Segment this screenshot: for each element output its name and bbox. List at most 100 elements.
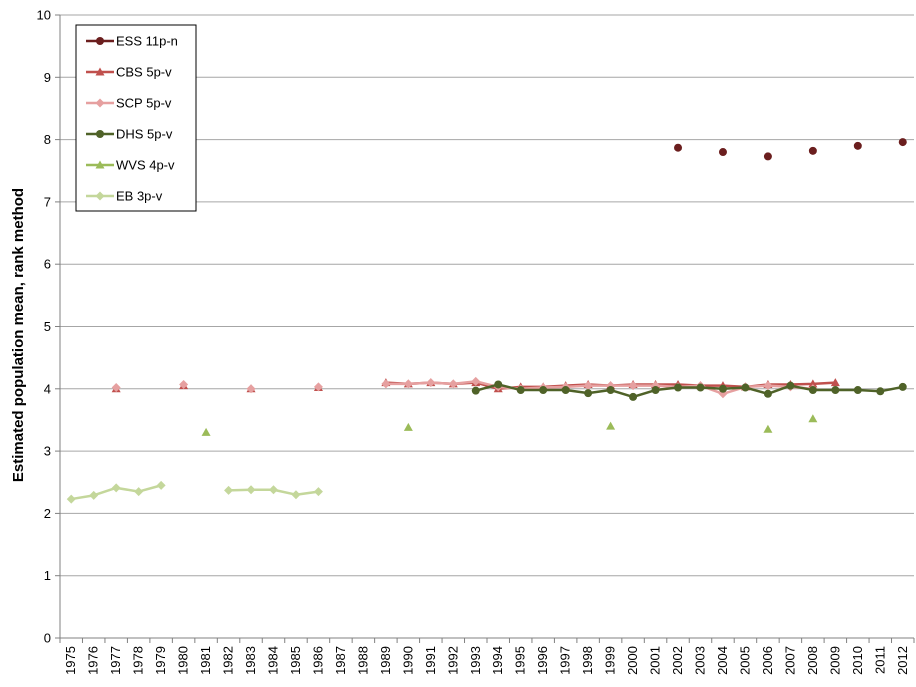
data-point xyxy=(448,379,458,389)
data-point xyxy=(471,376,481,386)
y-tick-label: 8 xyxy=(44,132,51,147)
data-point xyxy=(426,378,436,388)
x-tick-label: 1980 xyxy=(176,646,191,675)
data-point xyxy=(808,379,818,388)
legend-label: EB 3p-v xyxy=(116,189,163,204)
x-tick-label: 1983 xyxy=(243,646,258,675)
data-point xyxy=(763,381,773,391)
gridlines xyxy=(60,14,914,577)
data-point xyxy=(313,382,323,392)
y-tick-label: 2 xyxy=(44,506,51,521)
x-tick-label: 2010 xyxy=(850,646,865,675)
legend: ESS 11p-n CBS 5p-v SCP 5p-v DHS 5p-v WVS 4p-… xyxy=(75,24,197,212)
y-tick-label: 10 xyxy=(37,8,51,23)
data-point xyxy=(853,141,862,150)
series-layer xyxy=(66,138,907,504)
x-tick-label: 1985 xyxy=(288,646,303,675)
data-point xyxy=(763,389,772,398)
data-point xyxy=(898,382,907,391)
data-point xyxy=(718,148,727,157)
data-point xyxy=(111,383,121,393)
x-tick-label: 1997 xyxy=(558,646,573,675)
y-tick-label: 4 xyxy=(44,381,51,396)
y-tick-label: 6 xyxy=(44,257,51,272)
data-point xyxy=(853,386,862,395)
data-point xyxy=(628,381,638,391)
x-tick-label: 1978 xyxy=(131,646,146,675)
legend-marker xyxy=(96,130,104,138)
data-point xyxy=(201,427,211,436)
data-point xyxy=(156,480,166,490)
data-point xyxy=(584,389,593,398)
legend-label: SCP 5p-v xyxy=(116,96,172,111)
data-point xyxy=(718,384,727,393)
legend-marker xyxy=(96,37,104,45)
y-tick-label: 9 xyxy=(44,70,51,85)
data-point xyxy=(606,421,616,430)
y-axis-label: Estimated population mean, rank method xyxy=(10,188,27,482)
data-point xyxy=(66,494,76,504)
legend-label: WVS 4p-v xyxy=(116,158,175,173)
data-point xyxy=(651,386,660,395)
data-point xyxy=(539,386,548,395)
x-tick-label: 2002 xyxy=(670,646,685,675)
x-tick-label: 1986 xyxy=(310,646,325,675)
data-point xyxy=(494,380,503,389)
x-tick-label: 1999 xyxy=(603,646,618,675)
x-tick-label: 1990 xyxy=(400,646,415,675)
x-tick-label: 1976 xyxy=(86,646,101,675)
series-3 xyxy=(471,380,907,401)
x-tick-label: 1977 xyxy=(108,646,123,675)
x-tick-label: 2006 xyxy=(760,646,775,675)
legend-label: ESS 11p-n xyxy=(116,34,178,49)
data-point xyxy=(606,386,615,395)
y-tick-label: 7 xyxy=(44,194,51,209)
x-tick-label: 1988 xyxy=(355,646,370,675)
data-point xyxy=(561,386,570,395)
y-tick-label: 3 xyxy=(44,444,51,459)
data-point xyxy=(516,386,525,395)
x-tick-label: 1998 xyxy=(580,646,595,675)
data-point xyxy=(246,485,256,495)
data-point xyxy=(786,381,795,390)
data-point xyxy=(291,490,301,500)
data-point xyxy=(246,384,256,394)
data-point xyxy=(629,392,638,401)
legend-marker xyxy=(95,98,105,108)
x-tick-label: 2000 xyxy=(625,646,640,675)
legend-marker xyxy=(95,67,105,76)
data-point xyxy=(313,487,323,497)
x-tick-label: 1984 xyxy=(266,646,281,675)
x-tick-label: 1982 xyxy=(221,646,236,675)
series-5 xyxy=(66,480,323,504)
x-tick-label: 2003 xyxy=(693,646,708,675)
legend-marker xyxy=(95,160,105,169)
x-tick-label: 1987 xyxy=(333,646,348,675)
series-0 xyxy=(674,138,907,161)
data-point xyxy=(471,386,480,395)
data-point xyxy=(403,422,413,431)
x-tick-label: 2009 xyxy=(827,646,842,675)
y-tick-labels: 0 1 2 3 4 5 6 7 8 9 10 xyxy=(37,8,51,646)
data-point xyxy=(134,487,144,497)
legend-box xyxy=(75,24,197,212)
x-tick-label: 2012 xyxy=(895,646,910,675)
data-point xyxy=(741,383,750,392)
data-point xyxy=(269,485,278,495)
data-point xyxy=(830,378,840,387)
data-point xyxy=(583,381,593,391)
x-tick-label: 2001 xyxy=(648,646,663,675)
x-tick-label: 1981 xyxy=(198,646,213,675)
data-point xyxy=(808,386,817,395)
axes xyxy=(55,14,915,643)
x-tick-label: 1979 xyxy=(153,646,168,675)
data-point xyxy=(179,379,189,389)
data-point xyxy=(898,138,907,147)
y-tick-label: 0 xyxy=(44,631,51,646)
legend-marker xyxy=(95,191,105,201)
data-point xyxy=(403,379,413,389)
data-point xyxy=(111,483,121,493)
data-point xyxy=(224,485,234,495)
data-point xyxy=(808,146,817,155)
